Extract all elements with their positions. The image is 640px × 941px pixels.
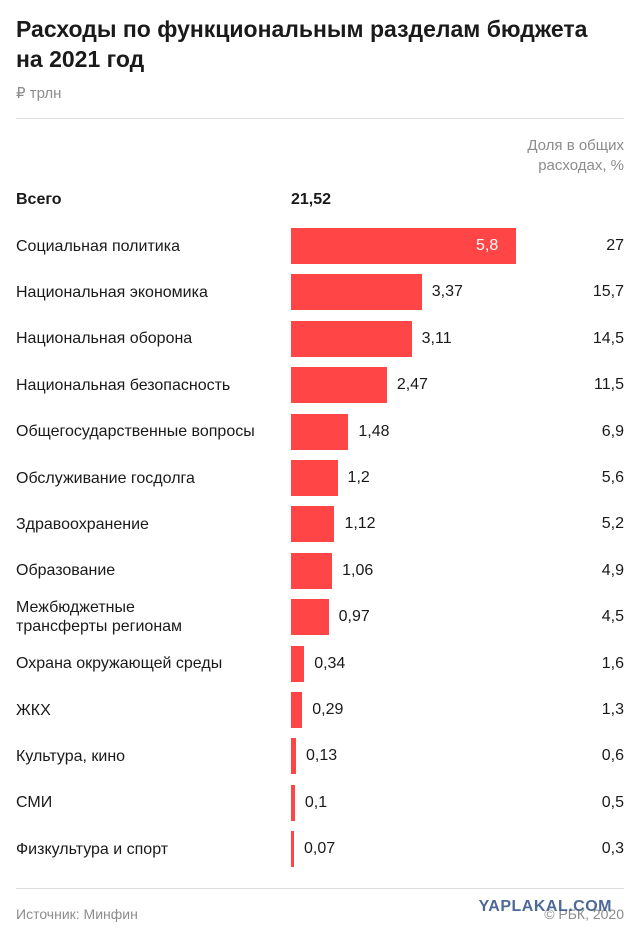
bar-row: Здравоохранение 1,12 5,2 <box>0 506 640 543</box>
bar-row: ЖКХ 0,29 1,3 <box>0 692 640 728</box>
unit-label: ₽ трлн <box>16 85 62 102</box>
category-label: Физкультура и спорт <box>16 840 169 858</box>
bar <box>291 320 412 357</box>
category-label: Обслуживание госдолга <box>16 469 195 487</box>
source-label: Источник: Минфин <box>16 906 138 922</box>
share-value: 0,6 <box>601 747 624 765</box>
share-value: 15,7 <box>592 283 624 301</box>
bar <box>291 645 305 682</box>
bar-value-label: 3,11 <box>421 329 452 347</box>
bar <box>291 831 294 868</box>
share-value: 1,3 <box>601 701 624 718</box>
bar-row: Социальная политика 5,8 27 <box>0 228 640 264</box>
category-label: Национальная экономика <box>16 283 208 301</box>
bar <box>291 552 333 589</box>
bar-value-label: 3,37 <box>431 283 463 301</box>
bottom-divider <box>16 888 624 889</box>
bar <box>291 367 387 404</box>
bar <box>291 460 338 496</box>
category-label: Образование <box>16 562 116 580</box>
category-label: Социальная политика <box>16 237 180 255</box>
bar <box>291 692 303 728</box>
bar-row: Национальная безопасность 2,47 11,5 <box>0 367 640 404</box>
share-value: 0,5 <box>601 793 624 811</box>
share-value: 4,5 <box>601 608 624 626</box>
bar-row: Физкультура и спорт 0,07 0,3 <box>0 831 640 868</box>
bar-row: Общегосударственные вопросы 1,48 6,9 <box>0 413 640 450</box>
bar <box>291 506 335 543</box>
share-value: 0,3 <box>601 840 624 858</box>
bar <box>291 784 295 821</box>
total-value: 21,52 <box>291 191 332 208</box>
category-label: Охрана окружающей среды <box>16 655 223 673</box>
share-value: 27 <box>606 237 624 254</box>
bar-value-label: 1,06 <box>342 561 374 579</box>
bar-value-label: 1,2 <box>347 469 370 486</box>
category-label: СМИ <box>16 794 53 812</box>
bar-value-label: 0,13 <box>306 747 338 765</box>
category-label: Национальная безопасность <box>16 376 231 394</box>
bar-row: Культура, кино 0,13 0,6 <box>0 738 640 775</box>
bar-value-label: 0,1 <box>304 793 328 811</box>
bar-row: Охрана окружающей среды 0,34 1,6 <box>0 645 640 682</box>
category-label: Национальная оборона <box>16 330 193 348</box>
share-column-header: Доля в общих расходах, % <box>527 137 624 174</box>
bar-row: Образование 1,06 4,9 <box>0 552 640 589</box>
share-value: 1,6 <box>601 654 624 672</box>
share-value: 4,9 <box>601 561 624 579</box>
bar-value-label: 1,12 <box>344 515 376 533</box>
bar-value-label: 5,8 <box>476 237 499 254</box>
bar <box>291 413 349 450</box>
bar-row: Обслуживание госдолга 1,2 5,6 <box>0 460 640 496</box>
bar-row: Национальная экономика 3,37 15,7 <box>0 274 640 311</box>
bar-row: СМИ 0,1 0,5 <box>0 784 640 821</box>
bar <box>291 228 516 264</box>
bar <box>291 738 297 775</box>
share-value: 5,2 <box>601 515 624 533</box>
category-label: Межбюджетные трансферты регионам <box>16 599 183 636</box>
category-label: ЖКХ <box>16 701 51 719</box>
share-value: 6,9 <box>601 422 624 440</box>
bar-value-label: 1,48 <box>358 422 390 440</box>
share-value: 5,6 <box>601 469 624 486</box>
chart-title: Расходы по функциональным разделам бюдже… <box>16 16 588 72</box>
bar <box>291 599 329 636</box>
credit-label: © РБК, 2020 <box>544 906 624 922</box>
bar-value-label: 0,07 <box>304 840 336 858</box>
category-label: Культура, кино <box>16 747 126 765</box>
watermark-logo: YAPLAKAL.COM <box>478 898 612 915</box>
bar-row: Национальная оборона 3,11 14,5 <box>0 320 640 357</box>
bar-value-label: 2,47 <box>396 376 428 394</box>
top-divider <box>16 118 624 119</box>
bar-value-label: 0,97 <box>338 608 370 626</box>
bar-value-label: 0,34 <box>314 654 346 672</box>
share-value: 14,5 <box>592 329 624 347</box>
bar-row: Межбюджетные трансферты регионам 0,97 4,5 <box>0 599 640 636</box>
bar-value-label: 0,29 <box>312 701 344 718</box>
share-value: 11,5 <box>594 376 624 394</box>
category-label: Общегосударственные вопросы <box>16 423 255 441</box>
category-label: Здравоохранение <box>16 515 149 533</box>
total-label: Всего <box>16 191 62 208</box>
bar <box>291 274 422 311</box>
